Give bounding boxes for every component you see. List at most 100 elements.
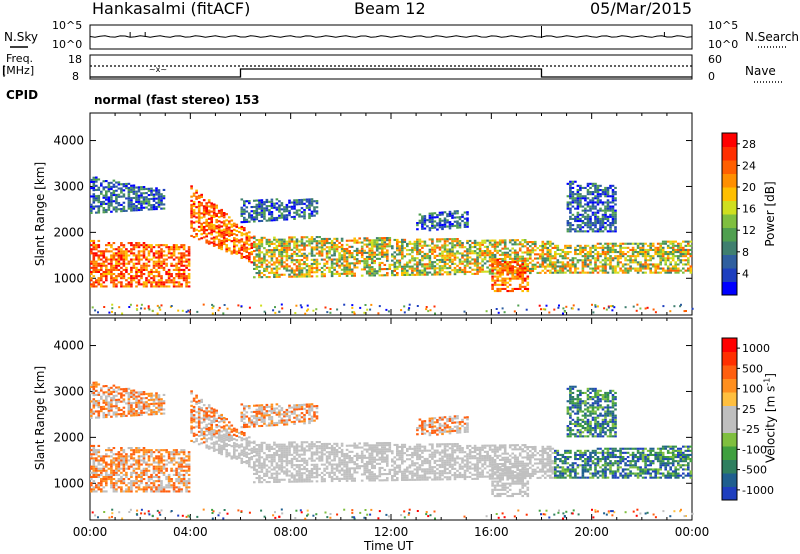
power-cell	[599, 184, 602, 187]
power-cell	[677, 248, 680, 251]
power-cell	[293, 271, 296, 274]
power-cell	[167, 275, 171, 278]
velocity-cell	[150, 453, 153, 456]
velocity-cell	[162, 459, 166, 462]
power-cell	[599, 199, 602, 202]
power-cell	[315, 275, 319, 278]
power-cell	[333, 258, 336, 261]
power-cell	[350, 272, 354, 275]
power-cell	[160, 250, 163, 253]
power-cell	[453, 254, 457, 257]
power-cell	[122, 254, 126, 257]
power-cell	[298, 203, 301, 206]
velocity-cell	[162, 490, 166, 493]
power-cell	[596, 191, 600, 194]
power-cell	[175, 268, 178, 271]
power-cell	[110, 264, 113, 267]
power-cell	[105, 279, 108, 282]
power-cell	[137, 270, 141, 273]
power-cell	[526, 241, 529, 244]
power-cell	[243, 227, 246, 230]
power-cell	[258, 269, 261, 272]
power-cell	[584, 199, 587, 202]
power-cell	[210, 206, 213, 209]
power-cell	[155, 270, 158, 273]
power-cell	[396, 241, 399, 244]
power-cell	[458, 271, 462, 274]
power-cell	[190, 210, 193, 213]
power-cell	[481, 264, 484, 267]
power-cell	[546, 263, 550, 266]
power-cell	[641, 253, 645, 256]
power-cell	[441, 267, 444, 270]
power-cell	[308, 206, 311, 209]
power-cell	[438, 211, 442, 214]
power-cell	[102, 256, 106, 259]
velocity-cell	[152, 465, 156, 468]
power-cell	[320, 252, 324, 255]
power-cell	[275, 261, 279, 264]
power-cell	[674, 271, 677, 274]
power-cell	[466, 252, 469, 255]
power-cell	[403, 238, 407, 241]
power-cell	[594, 215, 597, 218]
velocity-cell	[122, 490, 126, 493]
power-cell	[145, 198, 148, 201]
power-cell	[132, 205, 136, 208]
power-cell	[310, 210, 314, 213]
power-cell	[268, 242, 271, 245]
power-cell	[513, 271, 517, 274]
power-cell	[278, 261, 281, 264]
velocity-cell	[92, 453, 96, 456]
power-cell	[687, 244, 690, 247]
power-cell	[526, 243, 529, 246]
velocity-cell	[145, 411, 148, 414]
velocity-cell	[190, 417, 193, 420]
velocity-cell	[165, 467, 168, 470]
power-cell	[661, 251, 665, 254]
power-cell	[393, 265, 397, 268]
power-cell	[443, 217, 447, 220]
power-cell	[135, 209, 138, 212]
power-cell	[661, 246, 665, 249]
velocity-cell	[182, 473, 186, 476]
power-cell	[511, 257, 514, 260]
velocity-cell	[97, 463, 101, 466]
power-cell	[396, 267, 399, 270]
velocity-cell	[187, 465, 191, 468]
power-cell	[285, 206, 289, 209]
velocity-cell	[127, 467, 131, 470]
velocity-cell	[115, 471, 118, 474]
power-cell	[145, 248, 148, 251]
velocity-cell	[180, 451, 183, 454]
power-cell	[115, 208, 118, 211]
power-cell	[145, 192, 148, 195]
power-cell	[140, 258, 143, 261]
velocity-cell	[107, 447, 111, 450]
power-cell	[160, 193, 163, 196]
power-cell	[177, 260, 181, 263]
power-cell	[498, 239, 502, 242]
power-cell	[426, 255, 429, 258]
power-cell	[205, 241, 208, 244]
power-cell	[416, 257, 419, 260]
power-cell	[207, 226, 211, 229]
power-cell	[496, 266, 499, 269]
power-cell	[95, 184, 98, 187]
power-cell	[117, 208, 121, 211]
power-cell	[320, 275, 324, 278]
velocity-cell	[140, 488, 143, 491]
power-cell	[180, 273, 183, 276]
power-cell	[305, 198, 309, 201]
power-cell	[576, 244, 580, 247]
power-cell	[217, 226, 221, 229]
power-cell	[406, 273, 409, 276]
power-cell	[619, 253, 622, 256]
power-cell	[333, 248, 336, 251]
power-cell	[220, 215, 223, 218]
velocity-cell	[155, 410, 158, 413]
power-cell	[195, 216, 198, 219]
power-cell	[483, 262, 487, 265]
power-cell	[401, 247, 404, 250]
power-cell	[303, 254, 306, 257]
